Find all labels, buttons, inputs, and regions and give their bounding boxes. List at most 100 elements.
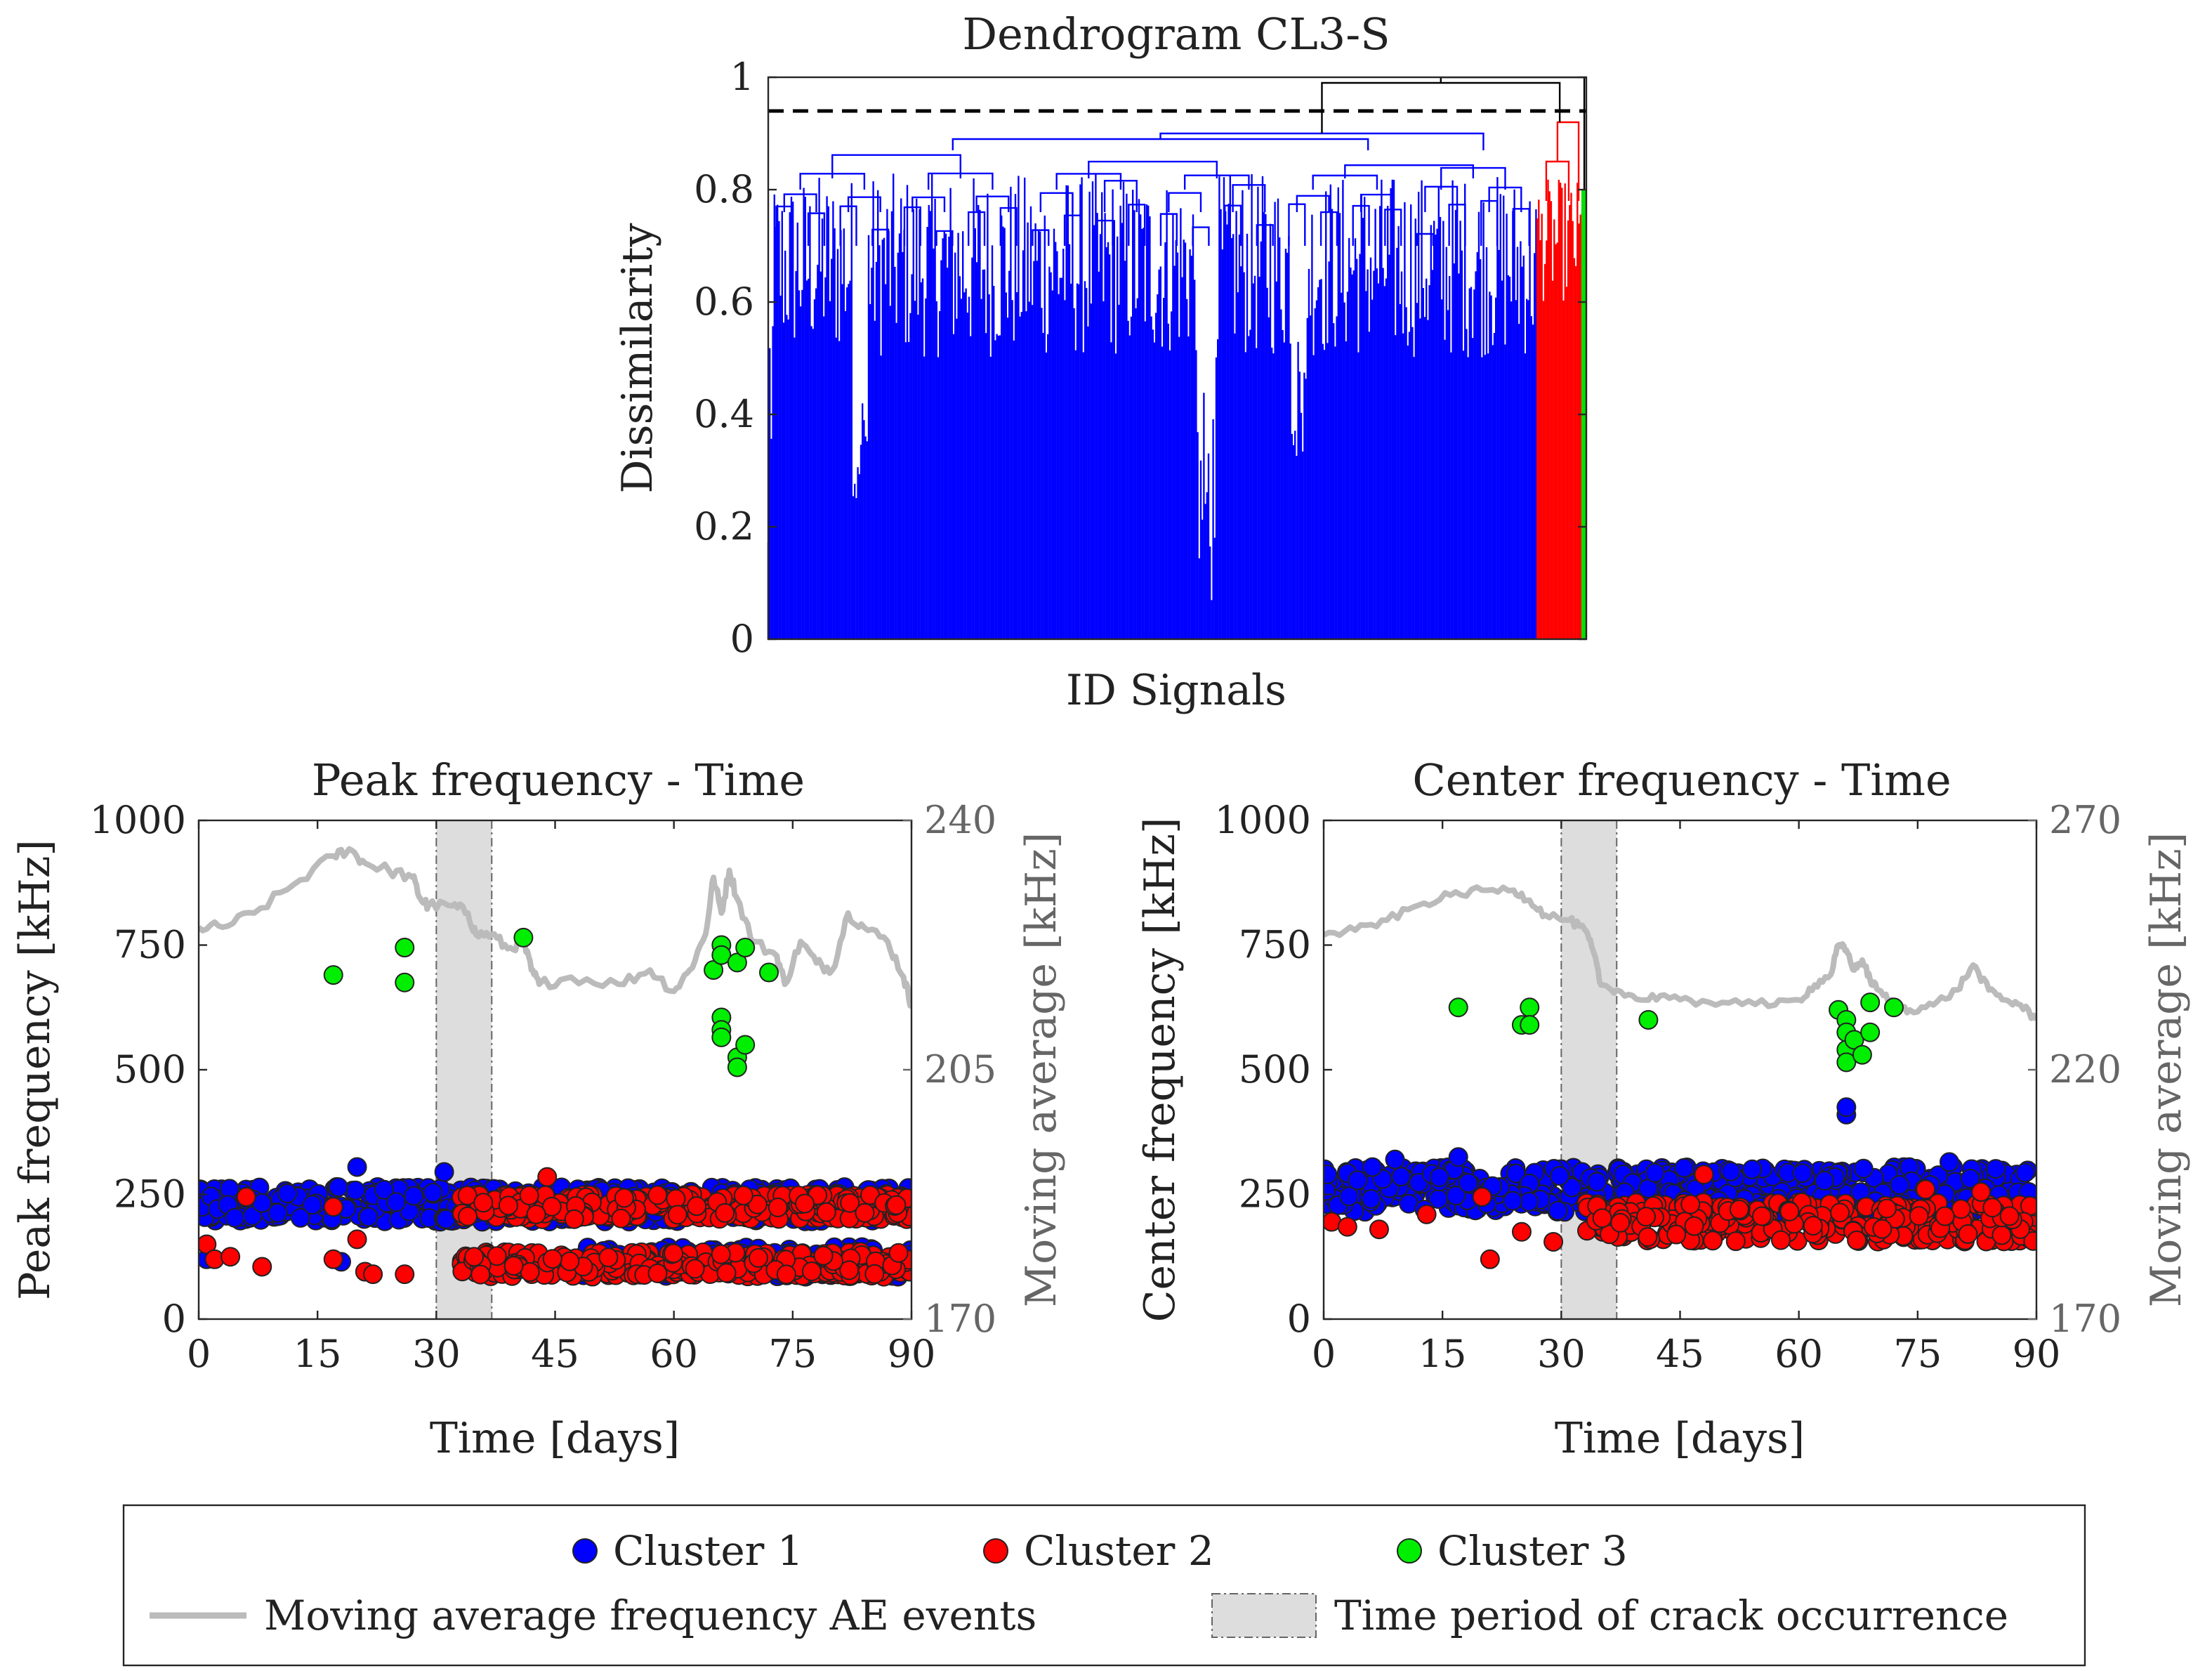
cluster-1-point: [1429, 1167, 1449, 1188]
cluster-2-point: [1999, 1206, 2020, 1226]
x-tick-label: 30: [1537, 1332, 1586, 1376]
cluster-1-point: [1448, 1147, 1468, 1167]
cluster-2-point: [776, 1264, 796, 1285]
cluster-2-point: [2023, 1231, 2036, 1251]
cluster-2-point: [1635, 1207, 1656, 1227]
cluster-1-point: [268, 1203, 288, 1223]
dendrogram-branch: [1159, 213, 1178, 246]
cluster-2-point: [1694, 1165, 1714, 1185]
cluster-3-point: [735, 938, 756, 958]
cluster-2-point: [748, 1247, 768, 1268]
y2-tick-label: 205: [924, 1047, 996, 1092]
peak-x-label: Time [days]: [430, 1414, 680, 1463]
dendrogram-branch: [1296, 195, 1330, 212]
cluster-1-point: [1458, 1173, 1478, 1193]
peak-marks: [199, 820, 911, 1319]
dendrogram-branch: [1168, 192, 1202, 212]
cluster-2-point: [526, 1204, 546, 1224]
cluster-2-point: [1666, 1224, 1687, 1245]
legend-box: [122, 1504, 2086, 1667]
cluster-2-point: [1876, 1198, 1897, 1219]
cluster-1-leaves: [767, 173, 1537, 639]
cluster-1-point: [1324, 1164, 1338, 1184]
cluster-1-point: [1549, 1166, 1569, 1186]
cluster-1-point: [358, 1207, 378, 1227]
cluster-2-branches: [1545, 121, 1580, 201]
y-tick-label: 750: [114, 923, 186, 967]
cluster-1-point: [328, 1177, 348, 1198]
cluster-2-point: [840, 1193, 860, 1213]
peak-frequency-panel: Peak frequency - Time 0 15 30 45 60 75 90 0 250 5…: [11, 754, 1066, 1463]
cluster-2-point: [470, 1264, 491, 1285]
cluster-2-point: [457, 1186, 478, 1206]
cluster-2-point: [1916, 1179, 1936, 1200]
cluster-2-point: [1958, 1224, 1978, 1244]
cluster-3-point: [727, 952, 747, 973]
dendrogram-axes-box: [767, 76, 1588, 641]
cluster-2-point: [664, 1243, 684, 1264]
cluster-2-point: [1779, 1201, 1800, 1221]
cluster-1-point: [423, 1182, 443, 1203]
x-tick-label: 60: [650, 1332, 698, 1376]
center-marks: [1324, 820, 2036, 1319]
cluster-1-point: [1446, 1186, 1466, 1206]
legend-label: Cluster 1: [613, 1527, 803, 1575]
cluster-2-point: [537, 1167, 558, 1187]
crack-period-patch-icon: [1211, 1593, 1317, 1638]
legend-label: Time period of crack occurrence: [1334, 1592, 2008, 1639]
cluster-1-point: [1939, 1152, 1959, 1172]
dendrogram-top-merges: [1321, 77, 1586, 190]
cluster-2-point: [464, 1247, 485, 1267]
x-tick-label: 60: [1775, 1332, 1823, 1376]
y-tick-label: 0.6: [694, 280, 754, 324]
cluster-1-branches: [775, 132, 1530, 246]
legend-label: Cluster 2: [1024, 1527, 1214, 1575]
x-tick-label: 0: [187, 1332, 211, 1376]
cluster-3-points: [323, 927, 779, 1077]
cluster-2-point: [733, 1186, 753, 1206]
cluster-2-point: [816, 1202, 836, 1222]
cluster-2-point: [564, 1209, 584, 1229]
cluster-2-point: [1803, 1215, 1823, 1236]
cluster-1-point: [434, 1162, 454, 1182]
cluster-3-point: [1860, 992, 1881, 1013]
cluster-2-point: [1872, 1219, 1892, 1239]
cluster-2-point: [347, 1229, 367, 1250]
cluster-1-point: [1742, 1159, 1763, 1179]
dendrogram-branches: [767, 77, 1586, 639]
cluster-2-point: [1992, 1225, 2012, 1245]
cluster-2-point: [1369, 1219, 1389, 1240]
cluster-3-point: [1520, 1015, 1540, 1035]
dendrogram-branch: [1512, 208, 1530, 246]
y-tick-label: 0: [1287, 1297, 1311, 1341]
center-y2-label: Moving average [kHz]: [2142, 832, 2191, 1308]
y-tick-label: 0: [162, 1297, 186, 1341]
cluster-3-point: [395, 938, 415, 958]
cluster-1-point: [1324, 1181, 1336, 1201]
dendrogram-x-label: ID Signals: [1066, 666, 1286, 715]
cluster-1-point: [345, 1180, 366, 1200]
cluster-2-point: [1971, 1181, 1992, 1202]
cluster-1-point: [374, 1179, 395, 1200]
cluster-2-point: [813, 1245, 834, 1266]
x-tick-label: 30: [412, 1332, 461, 1376]
cluster-2-point: [395, 1264, 415, 1285]
cluster-3-point: [395, 972, 415, 992]
y-tick-label: 750: [1239, 923, 1311, 967]
cluster-2-point: [1751, 1206, 1772, 1226]
cluster-3-point: [1844, 1030, 1864, 1050]
cluster-2-point: [1592, 1208, 1612, 1228]
dendrogram-branch: [967, 211, 986, 246]
cluster-2-point: [888, 1243, 909, 1263]
cluster-3-point: [759, 962, 779, 983]
dendrogram-branch: [1095, 219, 1114, 246]
legend-item-cluster-2: Cluster 2: [983, 1527, 1214, 1575]
dendrogram-branch: [783, 193, 817, 212]
cluster-1-point: [225, 1207, 245, 1228]
cluster-2-point: [711, 1244, 731, 1264]
cluster-1-point: [404, 1186, 424, 1206]
cluster-2-point: [252, 1257, 272, 1277]
dendrogram-branch: [952, 138, 1369, 150]
y-tick-label: 1: [730, 55, 754, 99]
y-tick-label: 0.2: [694, 504, 754, 549]
